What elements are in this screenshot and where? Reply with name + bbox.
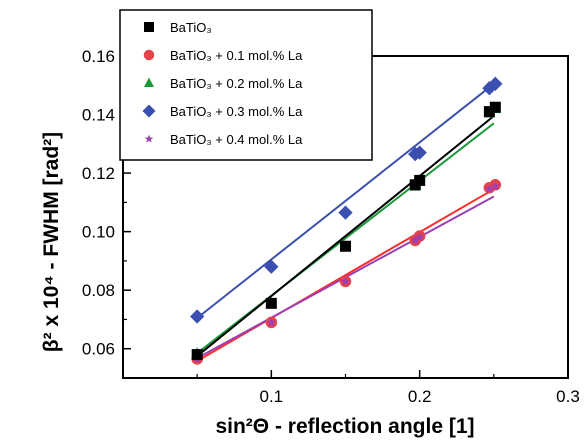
y-tick-label: 0.16 (82, 47, 115, 66)
legend-label-2: BaTiO₃ + 0.2 mol.% La (170, 76, 303, 91)
fit-line-1 (196, 188, 495, 362)
legend-label-4: BaTiO₃ + 0.4 mol.% La (170, 132, 303, 147)
x-axis-title: sin²Θ - reflection angle [1] (215, 415, 474, 438)
fit-line-0 (196, 115, 495, 357)
data-point-0 (414, 174, 426, 186)
data-point-4 (410, 235, 420, 245)
legend-marker-2 (144, 77, 154, 87)
legend-marker-4 (144, 134, 154, 143)
legend-box (119, 9, 373, 161)
data-point-3 (488, 76, 503, 91)
data-point-4 (414, 232, 425, 242)
data-point-0 (191, 349, 203, 361)
legend-marker-1 (143, 49, 155, 61)
data-point-0 (483, 106, 495, 118)
x-tick-label: 0.3 (556, 387, 580, 406)
data-point-4 (266, 317, 277, 327)
data-point-0 (340, 240, 351, 252)
legend: BaTiO₃ BaTiO₃ + 0.1 mol.% La BaTiO₃ + 0.2 … (119, 9, 373, 161)
y-axis-title: β² x 10⁴ - FWHM [rad²] (40, 132, 63, 352)
y-tick-label: 0.10 (82, 223, 115, 242)
data-point-4 (340, 276, 351, 286)
y-tick-label: 0.12 (82, 164, 115, 183)
legend-marker-3 (142, 104, 156, 118)
y-tick-label: 0.14 (82, 106, 115, 125)
y-tick-label: 0.08 (82, 281, 115, 300)
legend-label-0: BaTiO₃ (170, 20, 212, 35)
legend-label-1: BaTiO₃ + 0.1 mol.% La (170, 48, 303, 63)
y-tick-label: 0.06 (82, 340, 115, 359)
data-point-4 (484, 184, 495, 194)
data-point-3 (264, 259, 279, 274)
data-point-3 (412, 145, 427, 160)
data-point-4 (490, 181, 501, 191)
legend-marker-0 (144, 22, 154, 32)
x-tick-label: 0.1 (260, 387, 284, 406)
data-point-0 (489, 101, 501, 113)
data-point-3 (190, 309, 205, 324)
legend-label-3: BaTiO₃ + 0.3 mol.% La (170, 104, 303, 119)
data-point-3 (338, 205, 353, 220)
axis-ticks: 0.1 0.2 0.3 0.06 0.08 0.10 0.12 0.14 0.16 (82, 47, 580, 406)
x-tick-label: 0.2 (408, 387, 432, 406)
fit-line-3 (196, 83, 495, 319)
data-points (190, 76, 503, 365)
data-point-0 (265, 297, 277, 309)
